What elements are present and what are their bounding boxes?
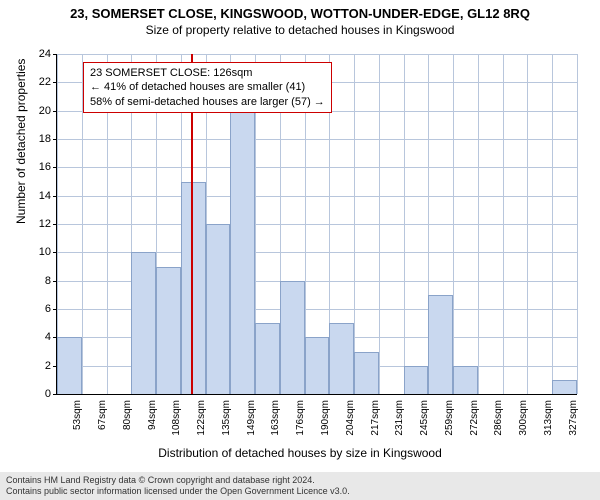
- bar: [131, 252, 156, 394]
- plot: 02468101214161820222453sqm67sqm80sqm94sq…: [56, 54, 577, 395]
- x-tick-label: 94sqm: [147, 400, 158, 430]
- bar: [404, 366, 429, 394]
- bar: [230, 111, 255, 394]
- x-tick-label: 80sqm: [122, 400, 133, 430]
- x-tick-label: 231sqm: [394, 400, 405, 436]
- x-tick-label: 135sqm: [221, 400, 232, 436]
- chart-subtitle: Size of property relative to detached ho…: [0, 21, 600, 37]
- x-tick-label: 245sqm: [419, 400, 430, 436]
- gridline: [57, 167, 577, 168]
- bar: [552, 380, 577, 394]
- footer: Contains HM Land Registry data © Crown c…: [0, 472, 600, 500]
- footer-line-1: Contains HM Land Registry data © Crown c…: [6, 475, 594, 486]
- chart-container: 23, SOMERSET CLOSE, KINGSWOOD, WOTTON-UN…: [0, 0, 600, 500]
- x-tick-label: 286sqm: [493, 400, 504, 436]
- bar: [181, 182, 206, 395]
- x-tick-label: 327sqm: [568, 400, 579, 436]
- y-tick-label: 22: [39, 76, 51, 88]
- x-tick-label: 313sqm: [543, 400, 554, 436]
- y-axis-title: Number of detached properties: [14, 59, 28, 224]
- x-tick-label: 176sqm: [295, 400, 306, 436]
- y-tick-label: 10: [39, 246, 51, 258]
- bar: [255, 323, 280, 394]
- y-tick-label: 0: [45, 388, 51, 400]
- bar: [206, 224, 231, 394]
- y-tick-label: 2: [45, 360, 51, 372]
- vgridline: [379, 54, 380, 394]
- gridline: [57, 224, 577, 225]
- bar: [305, 337, 330, 394]
- bar: [428, 295, 453, 394]
- bar: [156, 267, 181, 395]
- y-tick-label: 16: [39, 161, 51, 173]
- y-tick-label: 12: [39, 218, 51, 230]
- annotation-line: 23 SOMERSET CLOSE: 126sqm: [90, 66, 325, 80]
- vgridline: [577, 54, 578, 394]
- footer-line-2: Contains public sector information licen…: [6, 486, 594, 497]
- x-tick-label: 67sqm: [97, 400, 108, 430]
- y-tick-label: 24: [39, 48, 51, 60]
- x-tick-label: 204sqm: [345, 400, 356, 436]
- x-tick-label: 122sqm: [196, 400, 207, 436]
- x-axis-title: Distribution of detached houses by size …: [0, 446, 600, 460]
- x-tick-label: 108sqm: [171, 400, 182, 436]
- x-tick-label: 259sqm: [444, 400, 455, 436]
- chart-title: 23, SOMERSET CLOSE, KINGSWOOD, WOTTON-UN…: [0, 0, 600, 21]
- x-tick-label: 163sqm: [270, 400, 281, 436]
- vgridline: [503, 54, 504, 394]
- annotation-box: 23 SOMERSET CLOSE: 126sqm← 41% of detach…: [83, 62, 332, 113]
- vgridline: [527, 54, 528, 394]
- x-tick-label: 53sqm: [72, 400, 83, 430]
- x-tick-label: 190sqm: [320, 400, 331, 436]
- x-tick-label: 149sqm: [246, 400, 257, 436]
- x-tick-label: 272sqm: [469, 400, 480, 436]
- vgridline: [478, 54, 479, 394]
- y-tick-label: 8: [45, 275, 51, 287]
- bar: [57, 337, 82, 394]
- bar: [329, 323, 354, 394]
- x-tick-label: 300sqm: [518, 400, 529, 436]
- y-tick-label: 20: [39, 105, 51, 117]
- bar: [453, 366, 478, 394]
- annotation-line: 58% of semi-detached houses are larger (…: [90, 95, 325, 109]
- plot-area: 02468101214161820222453sqm67sqm80sqm94sq…: [56, 54, 576, 394]
- annotation-line: ← 41% of detached houses are smaller (41…: [90, 80, 325, 94]
- y-tick-label: 4: [45, 331, 51, 343]
- vgridline: [453, 54, 454, 394]
- y-tick-mark: [53, 394, 57, 395]
- y-tick-label: 6: [45, 303, 51, 315]
- vgridline: [354, 54, 355, 394]
- x-tick-label: 217sqm: [370, 400, 381, 436]
- y-tick-label: 14: [39, 190, 51, 202]
- bar: [280, 281, 305, 394]
- gridline: [57, 139, 577, 140]
- vgridline: [552, 54, 553, 394]
- y-tick-label: 18: [39, 133, 51, 145]
- gridline: [57, 196, 577, 197]
- bar: [354, 352, 379, 395]
- vgridline: [404, 54, 405, 394]
- gridline: [57, 54, 577, 55]
